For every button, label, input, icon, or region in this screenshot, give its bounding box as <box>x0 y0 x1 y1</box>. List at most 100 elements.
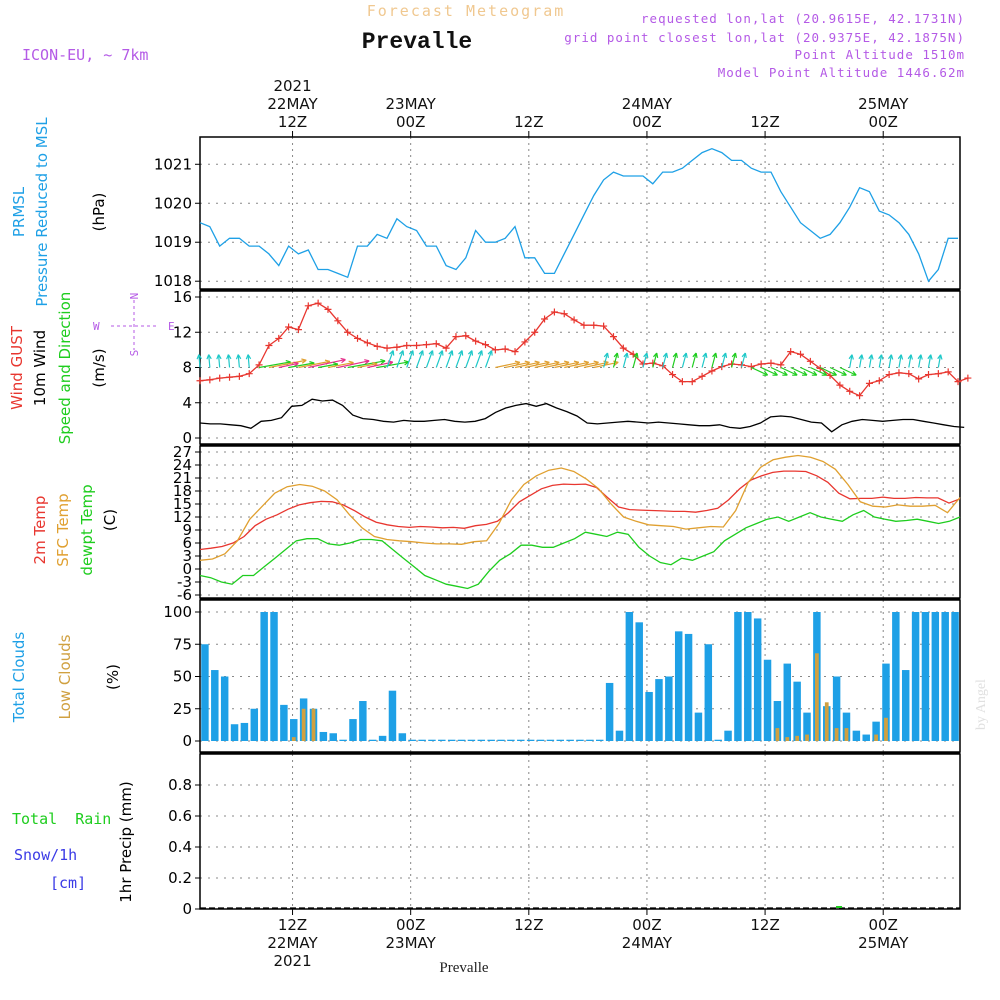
wind-arrow-head <box>380 358 386 365</box>
total-cloud-bar <box>763 659 772 741</box>
y-tick-label: 0.4 <box>168 838 192 856</box>
bottom-time-label: 22MAY <box>267 934 318 952</box>
wind-direction-arrow <box>671 352 678 368</box>
total-cloud-bar <box>556 739 564 741</box>
dewpt-label: dewpt Temp <box>78 484 96 575</box>
y-tick-label: 27 <box>173 443 192 461</box>
pressure-label-2: Pressure Reduced to MSL <box>33 117 51 307</box>
total-cloud-bar <box>655 679 663 741</box>
total-cloud-bar <box>803 712 811 741</box>
bottom-time-label: 25MAY <box>858 934 909 952</box>
gust-point <box>226 373 234 381</box>
top-time-label: 25MAY <box>858 95 909 113</box>
y-tick-label: 8 <box>182 359 192 377</box>
wind-direction-arrow <box>918 354 922 368</box>
wind-arrow-head <box>792 370 798 376</box>
panel-frame <box>199 445 961 599</box>
total-cloud-bar <box>645 691 653 741</box>
low-cloud-bar <box>884 717 888 741</box>
top-time-label: 00Z <box>869 113 898 131</box>
gust-point <box>905 370 913 378</box>
total-cloud-bar <box>487 739 495 741</box>
y-tick-label: 75 <box>173 635 192 653</box>
wind-arrow-head <box>702 352 708 359</box>
total-cloud-bar <box>507 739 515 741</box>
wind-arrow-head <box>653 352 659 359</box>
gust-point <box>708 367 716 375</box>
wind-arrow-head <box>762 370 769 376</box>
y-tick-label: 0.8 <box>168 776 192 794</box>
total-cloud-bar <box>447 739 456 741</box>
wind-unit: (m/s) <box>90 348 108 387</box>
total-cloud-bar <box>240 722 249 741</box>
wind-direction-arrow <box>740 352 746 368</box>
total-cloud-bar <box>477 739 486 741</box>
wind-direction-arrow <box>475 350 483 368</box>
wind-arrow-head <box>226 354 232 360</box>
gust-point <box>924 371 932 379</box>
wind-direction-arrow <box>396 350 404 368</box>
total-cloud-bar <box>250 708 259 741</box>
wind-arrow-head <box>613 352 619 359</box>
requested-coords: requested lon,lat (20.9615E, 42.1731N) <box>641 11 965 26</box>
total-cloud-bar <box>428 739 436 741</box>
wind-arrow-head <box>399 350 405 356</box>
top-time-label: 12Z <box>750 113 779 131</box>
gust-point <box>954 378 962 386</box>
y-tick-label: 0 <box>182 732 192 750</box>
total-cloud-bar <box>319 731 328 741</box>
gust-point <box>541 315 549 323</box>
gust-point <box>481 341 489 349</box>
total-cloud-bar <box>911 612 920 741</box>
total-cloud-bar <box>230 724 239 741</box>
dewpt-line <box>199 509 961 590</box>
gust-point <box>531 328 539 336</box>
total-cloud-bar <box>546 739 555 741</box>
low-cloud-bar <box>301 708 306 741</box>
top-time-label: 00Z <box>632 113 661 131</box>
gust-point <box>334 317 342 325</box>
gust-point <box>619 344 627 352</box>
total-cloud-bar <box>714 739 722 741</box>
low-cloud-bar <box>824 702 829 741</box>
wind-direction-arrow <box>888 354 892 368</box>
total-cloud-bar <box>615 730 624 741</box>
total-cloud-bar <box>882 663 890 741</box>
wind-direction-arrow <box>327 361 354 369</box>
wind-direction-arrow <box>691 352 697 368</box>
wind-direction-arrow <box>642 352 648 368</box>
gust-point <box>698 372 706 380</box>
gust-point <box>383 344 391 352</box>
bottom-time-label: 24MAY <box>622 934 673 952</box>
y-tick-label: 24 <box>173 456 192 474</box>
gust-point <box>491 346 499 354</box>
total-cloud-bar <box>497 739 505 741</box>
wind-arrow-head <box>613 360 619 366</box>
wind-direction-arrow <box>514 361 540 369</box>
wind-direction-arrow <box>278 362 299 369</box>
total-cloud-bar <box>388 690 397 741</box>
gust-point <box>275 334 283 342</box>
total-cloud-bar <box>526 739 535 741</box>
wind-arrow-head <box>643 352 649 359</box>
wind-arrow-head <box>662 352 669 359</box>
total-cloud-bar <box>576 739 584 741</box>
wind-direction-arrow <box>337 360 370 369</box>
total-cloud-bar <box>921 612 930 741</box>
wind-direction-arrow <box>612 352 618 368</box>
y-tick-label: 1019 <box>154 233 192 251</box>
pressure-line <box>199 148 958 283</box>
gust-point <box>472 337 480 345</box>
total-cloud-bar <box>773 701 782 741</box>
total-cloud-bar <box>951 612 959 741</box>
gust-point <box>501 345 509 353</box>
gust-point <box>442 344 450 352</box>
total-cloud-bar <box>842 712 851 741</box>
wind-arrow-head <box>235 354 242 360</box>
gridpoint-coords: grid point closest lon,lat (20.9375E, 42… <box>564 30 965 45</box>
y-tick-label: -3 <box>177 573 192 591</box>
gust-point <box>846 387 854 395</box>
credit: by Angel <box>974 679 989 730</box>
wind-direction-arrow <box>247 354 250 368</box>
